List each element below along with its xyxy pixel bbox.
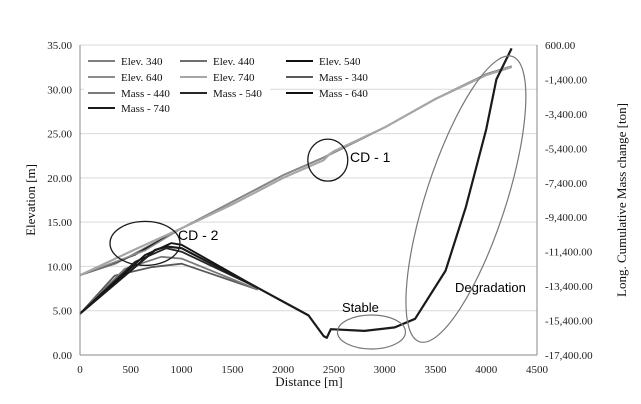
y-axis-title: Elevation [m]: [23, 164, 38, 236]
series-line-mass-540: [79, 247, 259, 315]
y2-tick-label: -1,400.00: [545, 74, 588, 86]
series-line-elev-740: [79, 66, 512, 277]
y2-tick-label: -13,400.00: [545, 281, 593, 293]
legend-label: Elev. 740: [213, 72, 255, 84]
y-tick-label: 15.00: [47, 217, 72, 229]
legend-label: Elev. 640: [121, 72, 163, 84]
x-tick-label: 2000: [272, 364, 295, 376]
y2-tick-label: -17,400.00: [545, 350, 593, 362]
y2-tick-label: -7,400.00: [545, 178, 588, 190]
y-tick-label: 10.00: [47, 261, 72, 273]
y2-tick-label: -5,400.00: [545, 143, 588, 155]
x-tick-label: 1000: [171, 364, 194, 376]
x-tick-label: 4500: [526, 364, 549, 376]
y-tick-label: 5.00: [53, 306, 73, 318]
x-tick-label: 3500: [424, 364, 447, 376]
x-tick-label: 1500: [221, 364, 244, 376]
legend-label: Mass - 540: [213, 88, 262, 100]
y2-tick-label: -11,400.00: [545, 247, 593, 259]
annotation-degradation-ellipse: [405, 55, 527, 343]
legend-label: Elev. 340: [121, 56, 163, 68]
legend-label: Elev. 440: [213, 56, 255, 68]
x-tick-label: 4000: [475, 364, 498, 376]
legend: Elev. 340 Elev. 440 Elev. 540 Elev. 640 Elev…: [84, 48, 368, 116]
legend-box: [84, 48, 270, 116]
annotations-group: CD - 1 CD - 2 Stable Degradation: [109, 55, 527, 350]
series-line-mass-640: [79, 242, 259, 315]
series-line-mass-440: [79, 255, 259, 315]
x-tick-label: 500: [123, 364, 140, 376]
annotation-degradation: Degradation: [455, 280, 526, 295]
series-line-mass-340: [79, 262, 258, 315]
y2-axis-title: Long. Cumulative Mass change [ton]: [614, 103, 629, 297]
annotation-stable-ellipse: [336, 314, 407, 350]
x-axis-title: Distance [m]: [275, 374, 343, 389]
legend-label: Mass - 340: [319, 72, 368, 84]
y2-tick-label: -9,400.00: [545, 212, 588, 224]
y2-tick-label: -3,400.00: [545, 109, 588, 121]
x-tick-label: 2500: [323, 364, 346, 376]
legend-label: Elev. 540: [319, 56, 361, 68]
y-tick-label: 0.00: [53, 350, 73, 362]
annotation-cd1-circle: [307, 138, 349, 182]
annotation-cd2: CD - 2: [178, 227, 219, 243]
annotation-cd2-ellipse: [109, 220, 181, 267]
x-tick-label: 0: [77, 364, 83, 376]
y-tick-label: 25.00: [47, 129, 72, 141]
x-tick-label: 3000: [374, 364, 397, 376]
series-group: [79, 47, 513, 339]
annotation-stable: Stable: [342, 300, 379, 315]
y-tick-label: 30.00: [47, 84, 72, 96]
legend-label: Mass - 440: [121, 88, 170, 100]
y-tick-label: 20.00: [47, 173, 72, 185]
y2-tick-label: -15,400.00: [545, 316, 593, 328]
y-tick-label: 35.00: [47, 40, 72, 52]
annotation-cd1: CD - 1: [350, 149, 391, 165]
legend-label: Mass - 740: [121, 103, 170, 115]
legend-label: Mass - 640: [319, 88, 368, 100]
axes: 0.00 5.00 10.00 15.00 20.00 25.00 30.00 35.00 60…: [47, 40, 593, 376]
y2-tick-label: 600.00: [545, 40, 576, 52]
